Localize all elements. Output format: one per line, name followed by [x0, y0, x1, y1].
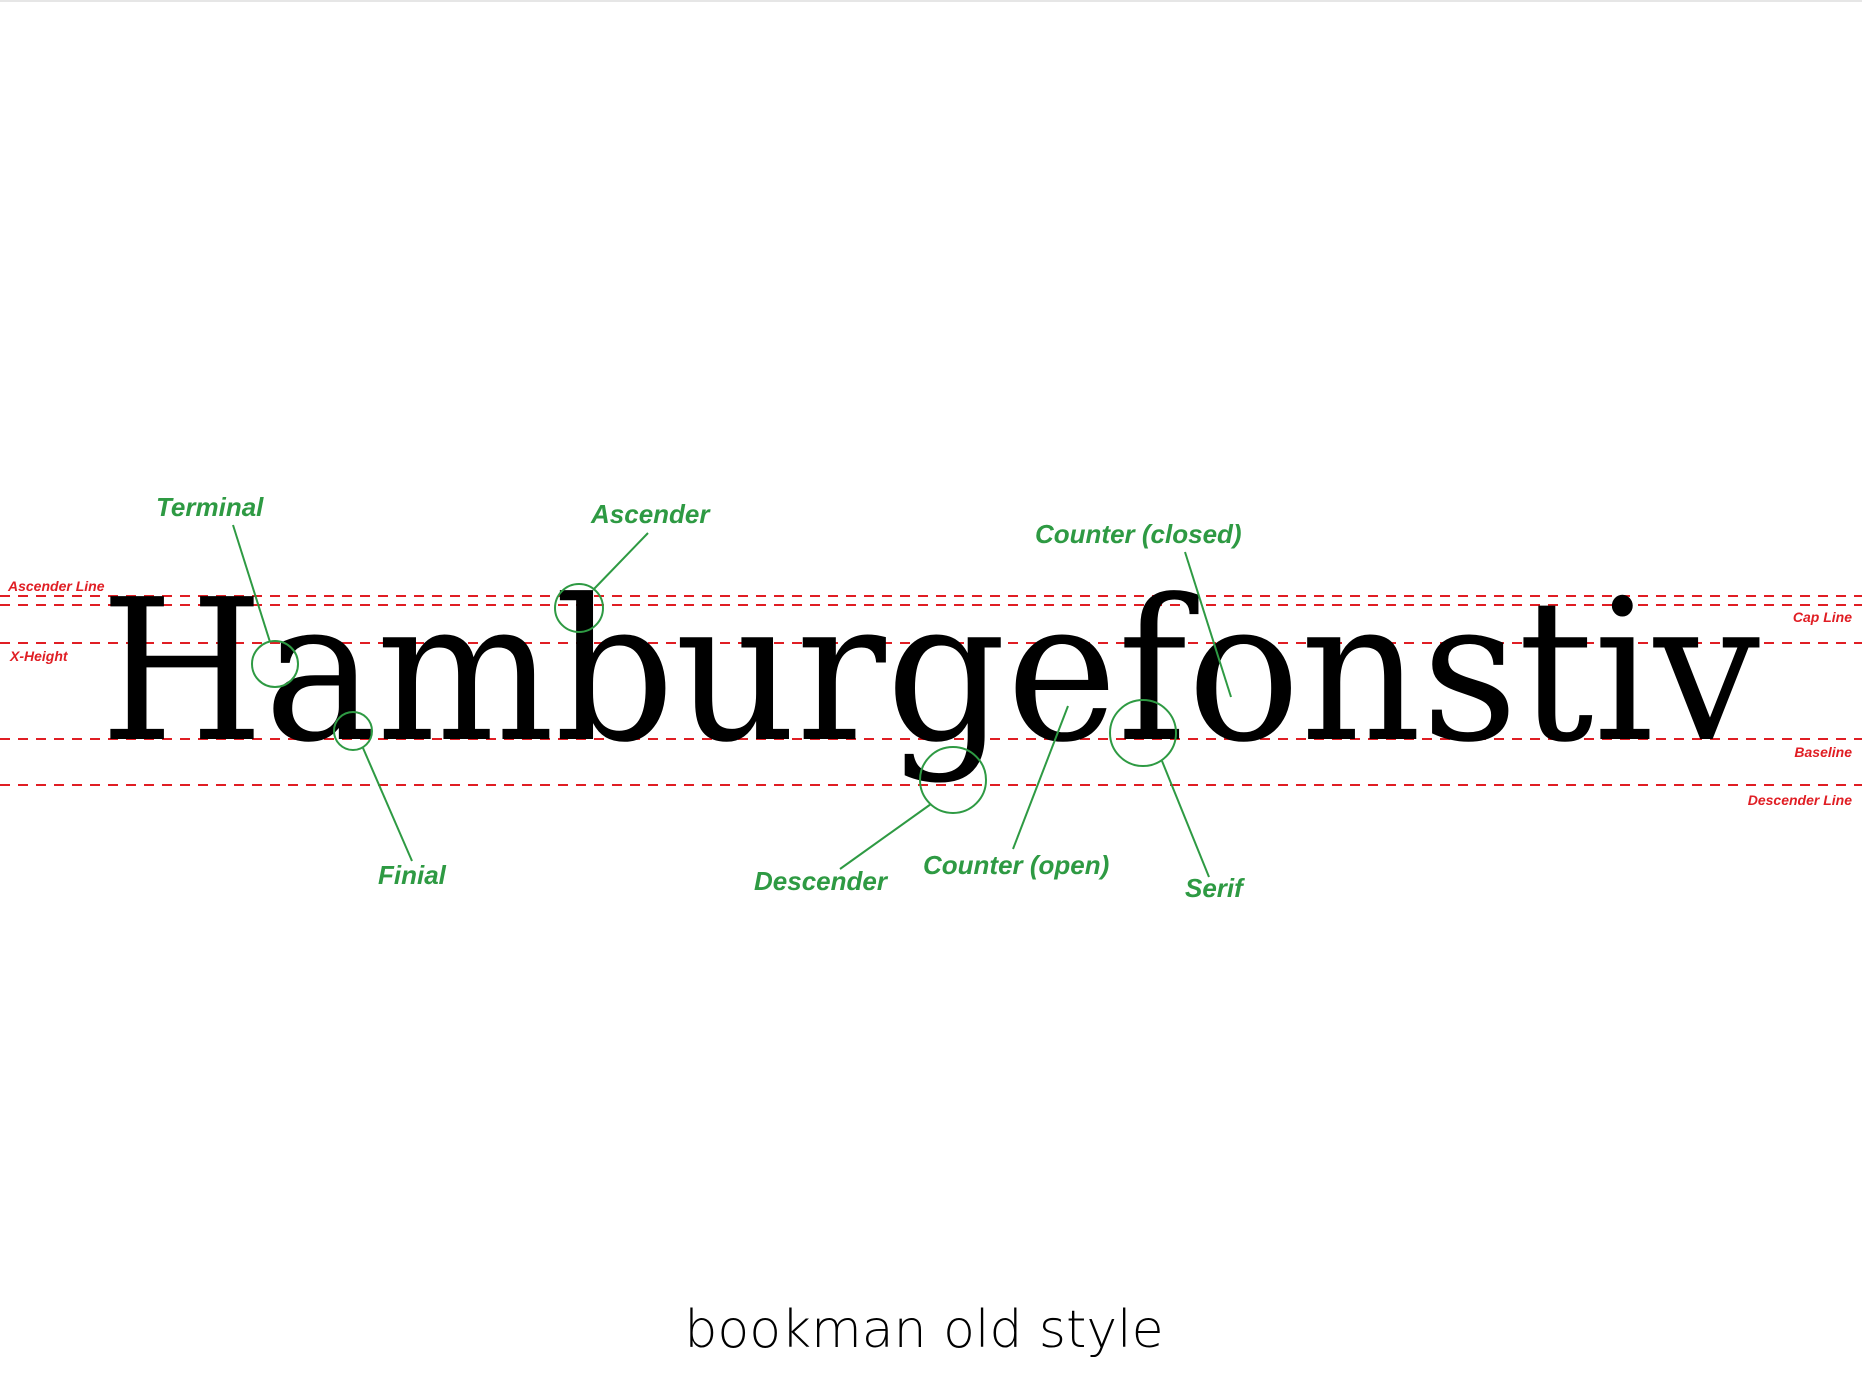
counter-closed-label: Counter (closed)	[1035, 519, 1242, 549]
terminal-leader	[232, 524, 271, 643]
counter-open-leader	[1012, 705, 1069, 850]
finial-label: Finial	[378, 860, 447, 890]
finial-leader	[362, 747, 413, 862]
terminal-circle	[251, 640, 299, 688]
terminal-label: Terminal	[156, 492, 264, 522]
ascender-label: Ascender	[590, 499, 711, 529]
serif-circle	[1109, 699, 1177, 767]
counter-open-label: Counter (open)	[923, 850, 1109, 880]
ascender-circle	[554, 583, 604, 633]
specimen-word: Hamburgefonstiv	[100, 558, 1760, 786]
descender-line-label: Descender Line	[1748, 792, 1852, 808]
counter-closed-leader	[1184, 551, 1232, 698]
cap-line-label: Cap Line	[1793, 609, 1852, 625]
ascender-line-label: Ascender Line	[7, 578, 105, 594]
x-height-label: X-Height	[9, 648, 69, 664]
descender-label: Descender	[754, 866, 889, 896]
finial-circle	[333, 711, 373, 751]
top-divider	[0, 0, 1862, 2]
ascender-leader	[592, 532, 649, 591]
serif-label: Serif	[1185, 873, 1245, 903]
baseline-label: Baseline	[1794, 744, 1852, 760]
descender-leader	[839, 803, 932, 870]
serif-leader	[1161, 760, 1210, 878]
font-name-caption: bookman old style	[684, 1300, 1163, 1360]
descender-circle	[919, 746, 987, 814]
